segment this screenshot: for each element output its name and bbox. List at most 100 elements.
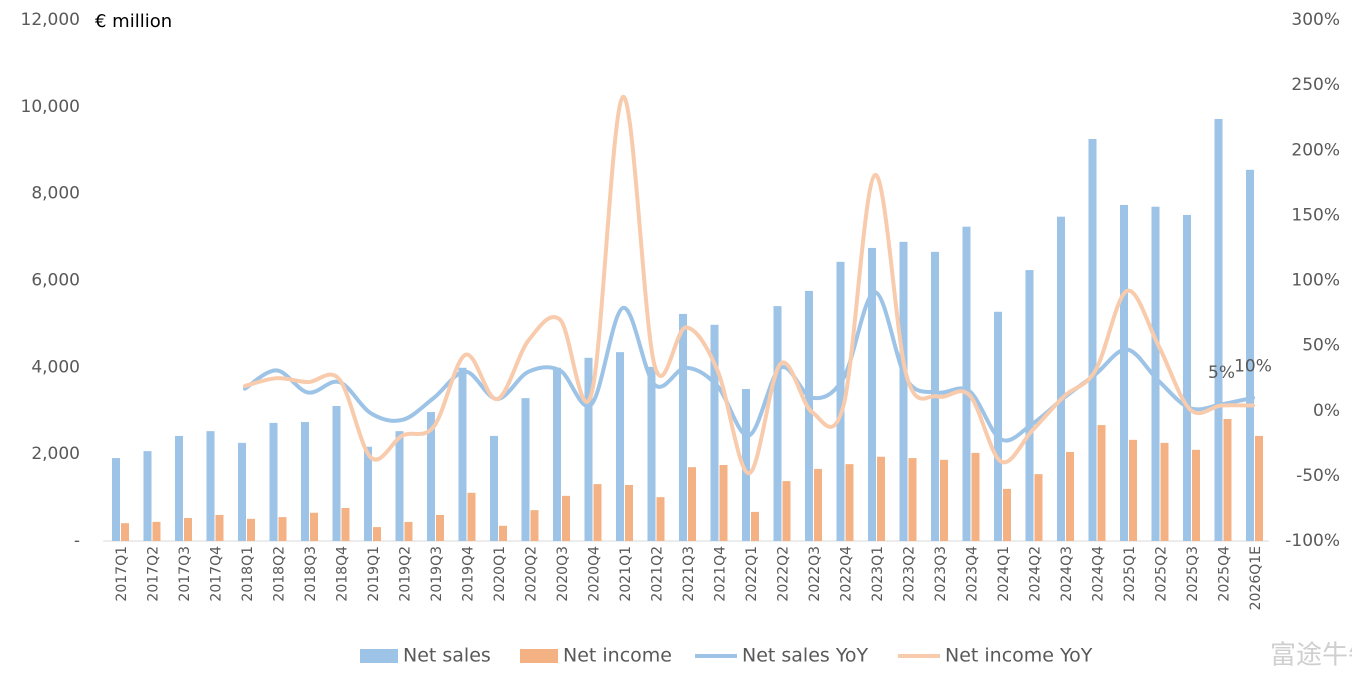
bar [899,241,908,541]
bar [206,431,215,541]
x-tick-label: 2020Q2 [524,546,540,602]
bar [499,525,507,541]
bar [782,481,791,541]
bar [1025,270,1034,541]
bar [310,512,318,541]
x-tick-label: 2019Q3 [429,546,445,602]
bar [247,518,255,541]
bar [112,458,120,541]
x-tick-label: 2022Q4 [839,546,855,602]
bar [341,508,350,541]
legend-label: Net income YoY [945,645,1093,667]
x-tick-label: 2018Q3 [303,546,319,602]
x-tick-label: 2017Q1 [114,546,130,602]
data-label: 5% [1208,363,1235,383]
bar [436,514,444,541]
bar [458,367,467,541]
x-tick-label: 2019Q1 [366,546,382,602]
bar [656,497,665,541]
y-tick-label: 8,000 [31,184,80,204]
bar [1151,206,1160,542]
bar [152,521,161,541]
legend-label: Net income [563,645,672,667]
bar [1088,138,1097,541]
bar [175,435,183,541]
x-tick-label: 2023Q4 [965,546,981,602]
bar [1129,439,1137,541]
bar [332,405,341,541]
bar [1183,214,1191,541]
bar [521,398,530,541]
bar [467,492,476,541]
y2-tick-label: -100% [1285,531,1340,551]
bar [742,389,750,541]
bar [1120,204,1128,541]
y-tick-label: 10,000 [21,97,80,117]
bar [373,527,381,541]
x-tick-label: 2024Q2 [1028,546,1044,602]
y2-tick-label: 100% [1291,271,1340,291]
y-tick-label: 6,000 [31,271,80,291]
legend-label: Net sales [403,645,491,667]
x-tick-label: 2017Q4 [209,546,225,602]
x-tick-label: 2023Q1 [870,546,886,602]
bar [1160,442,1169,541]
x-tick-label: 2018Q2 [272,546,288,602]
x-tick-label: 2026Q1E [1248,546,1264,610]
y-tick-label: - [74,531,80,551]
bar [404,521,413,541]
bar [719,465,728,541]
x-tick-label: 2021Q2 [650,546,666,602]
bar [562,495,570,541]
x-tick-label: 2021Q4 [713,546,729,602]
bar [1255,435,1263,541]
x-tick-label: 2018Q4 [335,546,351,602]
x-tick-label: 2022Q1 [744,546,760,602]
y2-tick-label: -50% [1296,466,1340,486]
bar [1003,488,1011,541]
bar [490,435,498,541]
x-tick-label: 2022Q2 [776,546,792,602]
bar [647,366,656,541]
bar [215,514,224,541]
x-tick-label: 2020Q4 [587,546,603,602]
bar [805,290,813,541]
bar [814,468,822,541]
x-tick-label: 2021Q3 [681,546,697,602]
y2-tick-label: 200% [1291,140,1340,160]
y-axis-label: € million [95,11,172,32]
bar [836,261,845,541]
x-tick-label: 2019Q2 [398,546,414,602]
bar [364,446,372,541]
x-tick-label: 2021Q1 [618,546,634,602]
bar [184,517,192,541]
x-tick-label: 2020Q3 [555,546,571,602]
bar [1097,425,1106,541]
bar [845,464,854,541]
x-tick-label: 2024Q3 [1059,546,1075,602]
bar [962,226,971,541]
y2-tick-label: 250% [1291,75,1340,95]
x-tick-label: 2017Q3 [177,546,193,602]
bar [908,458,917,541]
bar [877,456,885,541]
x-tick-label: 2025Q3 [1185,546,1201,602]
bar [593,484,602,541]
bar [427,412,435,541]
y-tick-label: 12,000 [21,10,80,30]
bar [238,442,246,541]
x-tick-label: 2025Q4 [1217,546,1233,602]
y-tick-label: 2,000 [31,444,80,464]
x-tick-label: 2024Q4 [1091,546,1107,602]
y2-tick-label: 0% [1313,401,1340,421]
bar [1066,451,1074,541]
x-tick-label: 2020Q1 [492,546,508,602]
legend-swatch [360,649,398,663]
bar [1057,216,1065,542]
bar [710,324,719,541]
bar [278,517,287,541]
bar [868,247,876,541]
bar [395,431,404,541]
bar [940,459,948,541]
